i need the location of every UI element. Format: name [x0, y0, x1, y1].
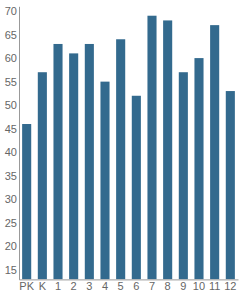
- y-tick-label: 55: [5, 76, 17, 88]
- y-tick: 25: [5, 217, 19, 229]
- x-tick-label: 6: [133, 280, 139, 292]
- y-tick-label: 30: [5, 193, 17, 205]
- y-tick-label: 25: [5, 217, 17, 229]
- bar: [69, 53, 78, 279]
- x-tick-label: 7: [149, 280, 155, 292]
- x-tick: PK: [19, 279, 34, 292]
- y-axis: 15 20 25 30 35 40 45 50 55 60 65 70: [5, 5, 20, 280]
- x-tick: 12: [224, 279, 236, 292]
- y-tick: 60: [5, 52, 19, 64]
- y-tick-label: 60: [5, 52, 17, 64]
- x-tick: 7: [149, 279, 155, 292]
- x-axis: PKK123456789101112: [19, 279, 238, 292]
- bar: [226, 91, 235, 279]
- x-tick-label: 8: [165, 280, 171, 292]
- x-tick: 2: [71, 279, 77, 292]
- x-tick: 9: [180, 279, 186, 292]
- bar: [38, 72, 47, 279]
- y-tick-label: 70: [5, 5, 17, 17]
- x-tick-label: 2: [71, 280, 77, 292]
- bar: [147, 16, 156, 280]
- y-tick: 50: [5, 99, 19, 111]
- x-tick-label: 11: [209, 280, 220, 292]
- x-tick: 4: [102, 279, 108, 292]
- bar: [210, 25, 219, 279]
- bar: [163, 20, 172, 279]
- bar: [194, 58, 203, 279]
- y-tick-label: 50: [5, 99, 17, 111]
- x-tick: 1: [55, 279, 61, 292]
- y-tick-label: 20: [5, 240, 17, 252]
- x-tick: 6: [133, 279, 139, 292]
- x-axis-line: [20, 279, 239, 280]
- y-tick: 65: [5, 29, 19, 41]
- x-tick: 10: [193, 279, 205, 292]
- y-tick-label: 65: [5, 29, 17, 41]
- y-tick-label: 35: [5, 170, 17, 182]
- x-tick-label: 9: [180, 280, 186, 292]
- y-tick: 35: [5, 170, 19, 182]
- bar: [85, 44, 94, 279]
- x-tick: 11: [209, 279, 220, 292]
- bar: [22, 124, 31, 279]
- bar: [116, 39, 125, 279]
- bar: [132, 96, 141, 280]
- y-tick-label: 15: [5, 264, 17, 276]
- x-tick: K: [39, 279, 47, 292]
- x-tick-label: 1: [55, 280, 61, 292]
- x-tick-label: 10: [193, 280, 205, 292]
- y-tick: 30: [5, 193, 19, 205]
- bar: [53, 44, 62, 279]
- y-tick: 70: [5, 5, 19, 17]
- x-tick: 8: [165, 279, 171, 292]
- x-tick: 5: [118, 279, 124, 292]
- y-tick: 45: [5, 123, 19, 135]
- y-axis-line: [19, 7, 20, 280]
- bar: [179, 72, 188, 279]
- bar: [100, 82, 109, 280]
- x-tick: 3: [86, 279, 92, 292]
- x-tick-label: PK: [19, 280, 34, 292]
- plot: 152025303540455055606570PKK1234567891011…: [5, 5, 239, 292]
- y-tick: 20: [5, 240, 19, 252]
- chart-svg: 152025303540455055606570PKK1234567891011…: [0, 0, 240, 296]
- x-tick-label: 4: [102, 280, 108, 292]
- x-tick-label: 3: [86, 280, 92, 292]
- x-tick-label: K: [39, 280, 47, 292]
- y-tick: 55: [5, 76, 19, 88]
- y-tick-label: 40: [5, 146, 17, 158]
- bars: [22, 16, 235, 280]
- y-tick: 40: [5, 146, 19, 158]
- x-tick-label: 12: [224, 280, 236, 292]
- chart-container: 152025303540455055606570PKK1234567891011…: [0, 0, 240, 296]
- x-tick-label: 5: [118, 280, 124, 292]
- y-tick: 15: [5, 264, 19, 276]
- y-tick-label: 45: [5, 123, 17, 135]
